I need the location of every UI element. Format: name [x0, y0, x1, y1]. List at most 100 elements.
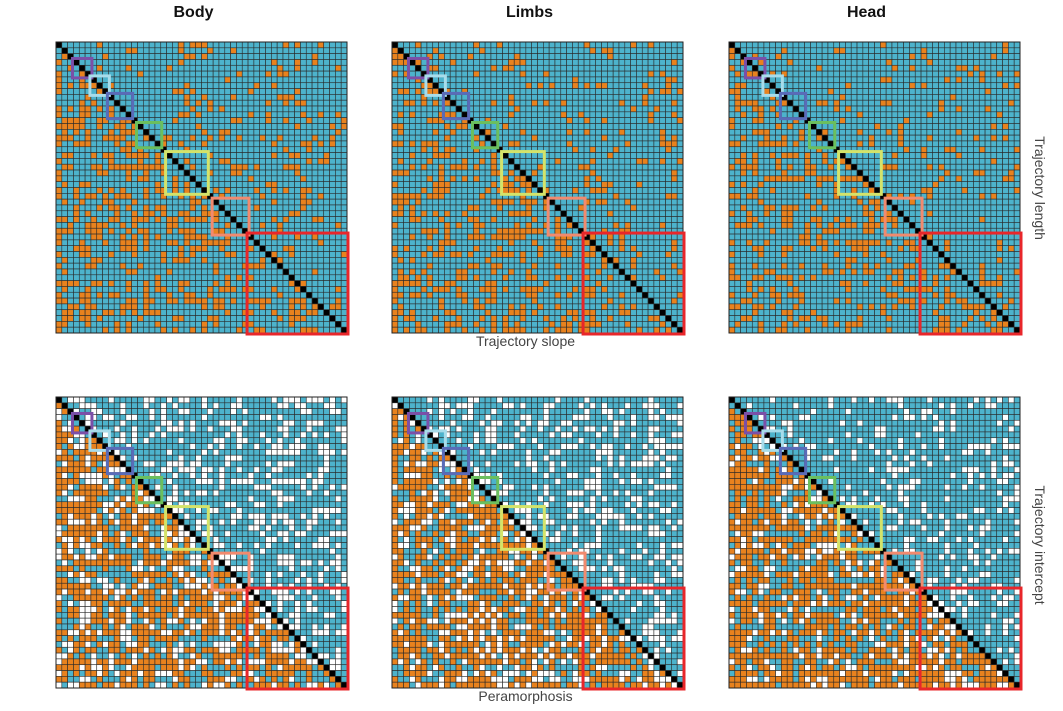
heatmap-cell: [566, 123, 573, 130]
heatmap-cell: [90, 286, 98, 293]
heatmap-cell: [624, 158, 631, 165]
heatmap-cell: [317, 146, 325, 153]
heatmap-cell: [455, 315, 463, 322]
heatmap-cell: [601, 111, 608, 118]
heatmap-cell: [612, 88, 620, 95]
heatmap-cell: [177, 76, 185, 84]
heatmap-cell: [543, 41, 550, 49]
heatmap-cell: [519, 53, 527, 60]
heatmap-cell: [311, 251, 319, 258]
heatmap-cell: [566, 309, 573, 316]
heatmap-cell: [201, 41, 208, 49]
heatmap-cell: [329, 222, 336, 229]
heatmap-cell: [276, 158, 284, 165]
heatmap-cell: [305, 315, 313, 322]
heatmap-cell: [131, 233, 138, 241]
heatmap-cell: [61, 117, 68, 124]
heatmap-cell: [259, 268, 266, 276]
heatmap-cell: [531, 309, 538, 316]
heatmap-cell: [218, 140, 226, 148]
heatmap-cell: [449, 274, 457, 281]
heatmap-cell: [78, 70, 86, 78]
heatmap-cell: [177, 117, 185, 124]
heatmap-cell: [143, 280, 150, 287]
heatmap-cell: [653, 47, 661, 54]
heatmap-cell: [641, 117, 649, 124]
heatmap-cell: [154, 105, 162, 113]
heatmap-cell: [496, 105, 503, 113]
heatmap-cell: [288, 262, 295, 270]
heatmap-cell: [300, 129, 307, 136]
heatmap-cell: [444, 268, 451, 276]
heatmap-cell: [432, 64, 439, 72]
heatmap-cell: [426, 227, 434, 235]
heatmap-cell: [449, 134, 457, 142]
heatmap-cell: [311, 262, 319, 270]
heatmap-cell: [647, 129, 655, 136]
heatmap-cell: [160, 88, 167, 95]
heatmap-cell: [432, 315, 439, 322]
heatmap-cell: [166, 64, 173, 72]
heatmap-cell: [288, 280, 295, 287]
heatmap-cell: [583, 140, 591, 148]
heatmap-cell: [201, 123, 208, 130]
heatmap-cell: [259, 291, 266, 299]
heatmap-cell: [224, 134, 231, 142]
heatmap-cell: [177, 274, 185, 281]
heatmap-cell: [125, 181, 132, 188]
heatmap-cell: [508, 41, 515, 49]
heatmap-cell: [271, 286, 278, 293]
heatmap-cell: [508, 262, 515, 270]
heatmap-cell: [391, 152, 399, 159]
heatmap-cell: [78, 315, 86, 322]
heatmap-cell: [589, 111, 597, 118]
heatmap-cell: [618, 76, 626, 84]
heatmap-cell: [61, 321, 68, 328]
heatmap-cell: [78, 140, 86, 148]
heatmap-cell: [566, 76, 573, 84]
heatmap-cell: [253, 297, 261, 305]
heatmap-cell: [577, 105, 585, 113]
heatmap-cell: [426, 169, 434, 177]
heatmap-cell: [612, 193, 620, 200]
heatmap-cell: [96, 129, 103, 136]
heatmap-cell: [201, 169, 208, 177]
heatmap-cell: [513, 59, 521, 66]
heatmap-cell: [595, 140, 602, 148]
heatmap-cell: [67, 210, 74, 217]
heatmap-cell: [236, 134, 243, 142]
heatmap-cell: [317, 70, 325, 78]
heatmap-cell: [271, 245, 278, 252]
heatmap-cell: [125, 94, 132, 101]
heatmap-cell: [502, 47, 509, 54]
heatmap-cell: [78, 262, 86, 270]
heatmap-cell: [432, 198, 439, 206]
heatmap-cell: [241, 134, 249, 142]
heatmap-cell: [659, 274, 666, 281]
heatmap-cell: [276, 70, 284, 78]
heatmap-cell: [676, 303, 684, 311]
heatmap-cell: [177, 41, 185, 49]
heatmap-cell: [618, 268, 626, 276]
heatmap-cell: [143, 198, 150, 206]
heatmap-cell: [67, 274, 74, 281]
heatmap-cell: [414, 111, 422, 118]
heatmap-cell: [189, 291, 196, 299]
heatmap-cell: [294, 187, 301, 194]
heatmap-cell: [531, 175, 538, 182]
heatmap-cell: [607, 251, 614, 258]
heatmap-cell: [519, 169, 527, 177]
heatmap-cell: [172, 47, 179, 54]
heatmap-cell: [531, 251, 538, 258]
heatmap-cell: [224, 99, 231, 107]
heatmap-cell: [665, 99, 672, 107]
heatmap-cell: [131, 326, 138, 334]
heatmap-cell: [525, 53, 532, 60]
heatmap-cell: [102, 216, 109, 223]
heatmap-cell: [513, 222, 521, 229]
heatmap-cell: [438, 140, 445, 148]
heatmap-cell: [566, 245, 573, 252]
heatmap-cell: [618, 111, 626, 118]
heatmap-cell: [659, 262, 666, 270]
heatmap-cell: [311, 82, 319, 89]
